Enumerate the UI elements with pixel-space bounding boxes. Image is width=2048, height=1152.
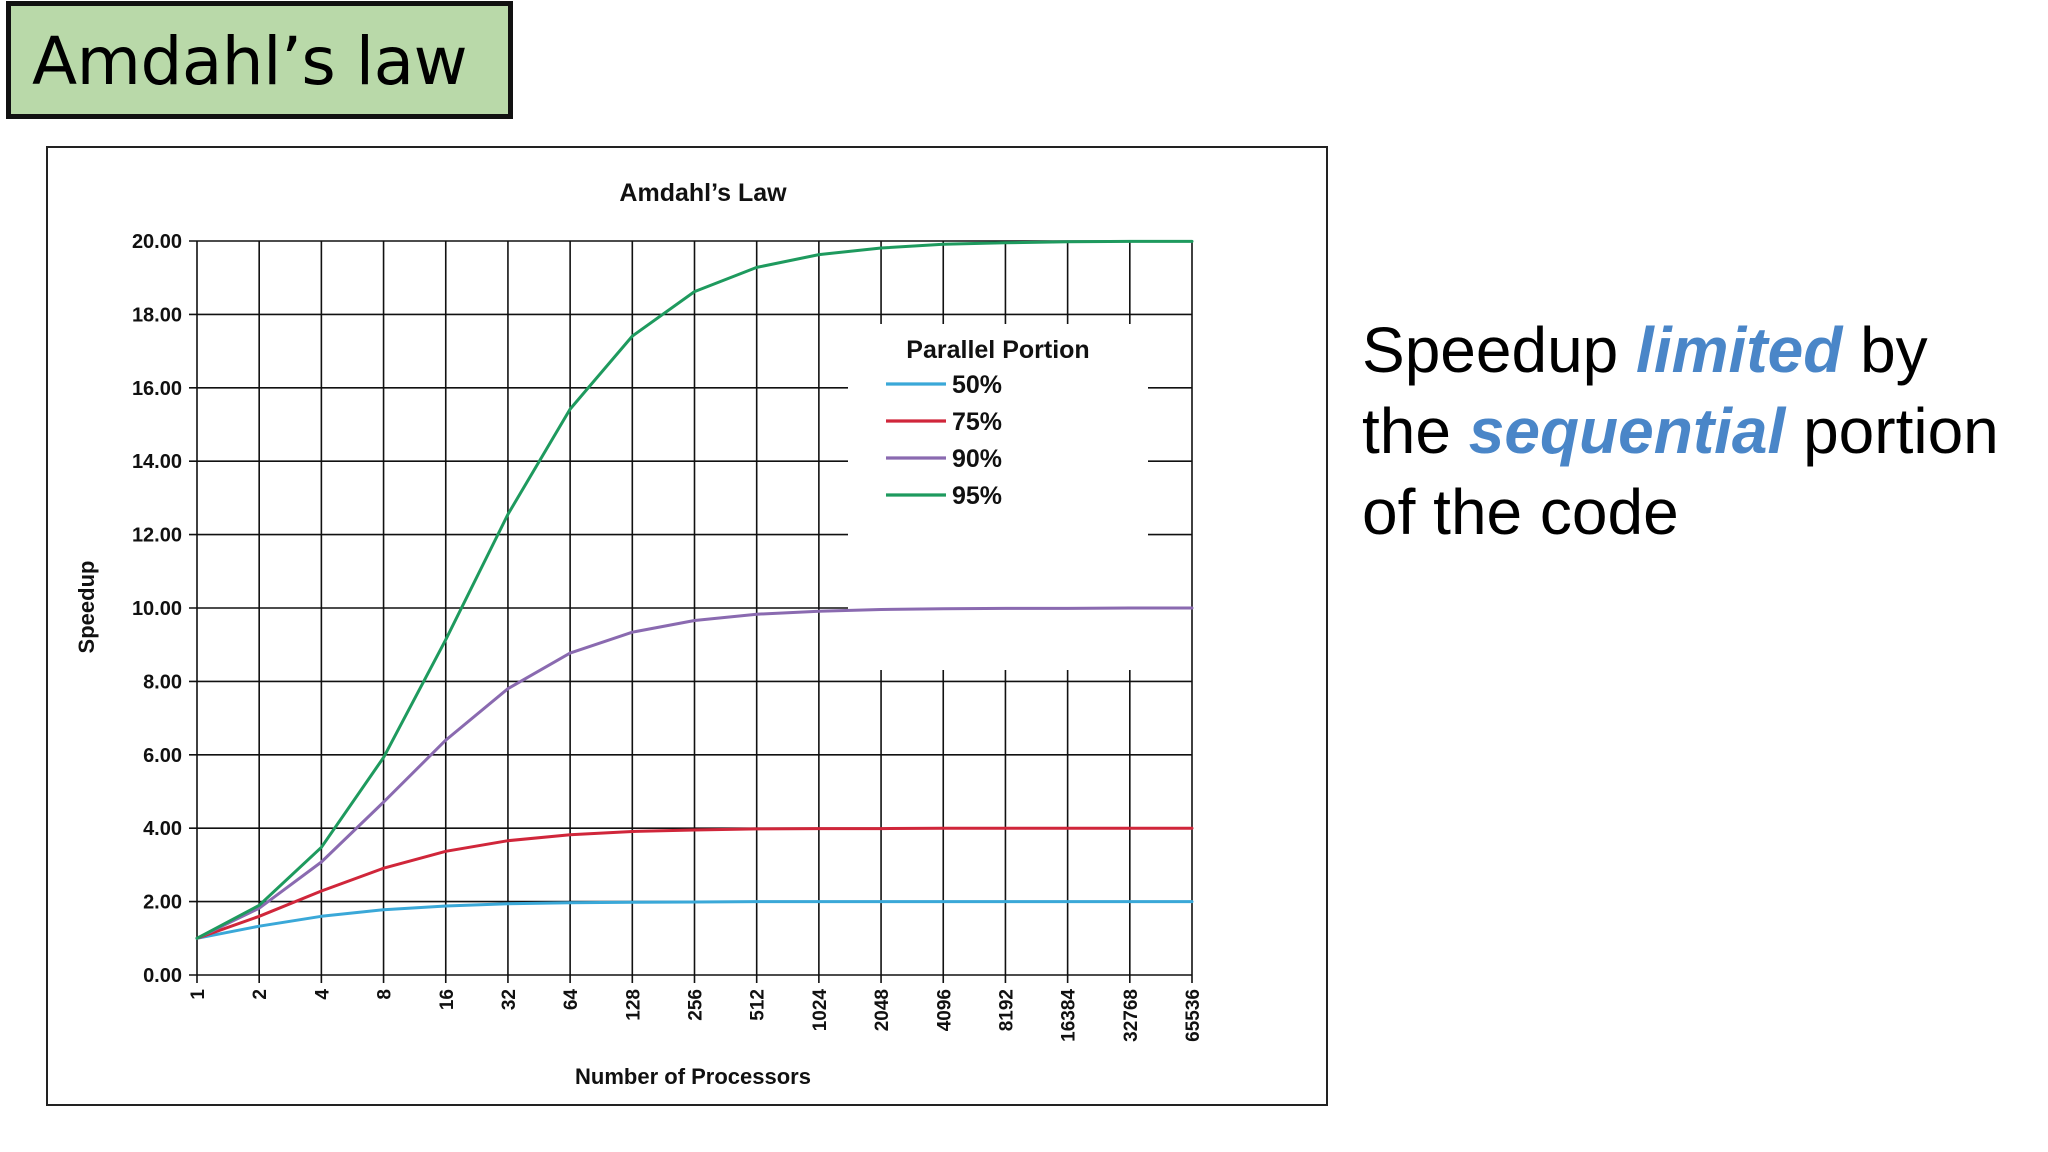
- amdahl-chart: Parallel Portion 50% 75% 90% 95% 0.00 2.00 4.0…: [74, 179, 1204, 1089]
- x-tick-label: 8: [375, 989, 396, 1000]
- y-tick-label: 20.00: [132, 231, 182, 253]
- x-tick-label: 2048: [872, 989, 893, 1031]
- caption-emphasis-sequential: sequential: [1468, 395, 1786, 467]
- y-tick-label: 16.00: [132, 378, 182, 400]
- x-tick-label: 32768: [1121, 989, 1142, 1042]
- x-axis-label: Number of Processors: [575, 1064, 811, 1089]
- chart-frame: Parallel Portion 50% 75% 90% 95% 0.00 2.00 4.0…: [46, 146, 1328, 1106]
- side-caption: Speedup limited by the sequential portio…: [1362, 310, 2022, 553]
- x-tick-label: 8192: [996, 989, 1017, 1031]
- x-tick-label: 4: [312, 989, 333, 1000]
- legend-label: 90%: [952, 445, 1002, 473]
- x-tick-label: 512: [748, 989, 769, 1021]
- caption-text-1: Speedup: [1362, 314, 1637, 386]
- slide-title: Amdahl’s law: [6, 1, 513, 119]
- x-tick-label: 32: [499, 989, 520, 1010]
- x-tick-label: 65536: [1183, 989, 1204, 1042]
- chart-text-layer: 0.00 2.00 4.00 6.00 8.00 10.00 12.00 14.00 16.00…: [74, 179, 1204, 1089]
- x-tick-label: 2: [250, 989, 271, 1000]
- x-tick-label: 256: [686, 989, 707, 1021]
- legend-label: 50%: [952, 371, 1002, 399]
- series-line-75pct: [195, 826, 1194, 940]
- x-tick-label: 16384: [1059, 989, 1080, 1042]
- chart-title: Amdahl’s Law: [619, 179, 787, 207]
- legend-background: [848, 324, 1148, 670]
- y-axis-label: Speedup: [74, 561, 99, 654]
- series-line-95pct: [195, 239, 1194, 940]
- y-tick-label: 18.00: [132, 304, 182, 326]
- series-line-50pct: [195, 900, 1194, 940]
- x-tick-label: 16: [437, 989, 458, 1010]
- series-layer: [195, 239, 1194, 940]
- y-tick-label: 2.00: [143, 892, 182, 914]
- y-tick-label: 14.00: [132, 451, 182, 473]
- chart-legend: Parallel Portion 50% 75% 90% 95%: [848, 324, 1148, 670]
- x-tick-label: 64: [561, 989, 582, 1011]
- y-tick-label: 6.00: [143, 745, 182, 767]
- x-tick-label: 1024: [810, 989, 831, 1032]
- legend-title: Parallel Portion: [906, 336, 1089, 364]
- y-tick-label: 0.00: [143, 965, 182, 987]
- y-tick-label: 8.00: [143, 671, 182, 693]
- y-tick-label: 10.00: [132, 598, 182, 620]
- series-line-90pct: [195, 606, 1194, 940]
- x-tick-label: 4096: [934, 989, 955, 1031]
- y-tick-label: 12.00: [132, 525, 182, 547]
- legend-label: 95%: [952, 482, 1002, 510]
- x-tick-label: 1: [188, 989, 209, 1000]
- y-tick-label: 4.00: [143, 818, 182, 840]
- x-tick-label: 128: [623, 989, 644, 1021]
- caption-emphasis-limited: limited: [1636, 314, 1843, 386]
- caption-text-2: by the: [1362, 314, 1928, 467]
- caption-text-3: portion of the code: [1362, 395, 1999, 548]
- legend-label: 75%: [952, 408, 1002, 436]
